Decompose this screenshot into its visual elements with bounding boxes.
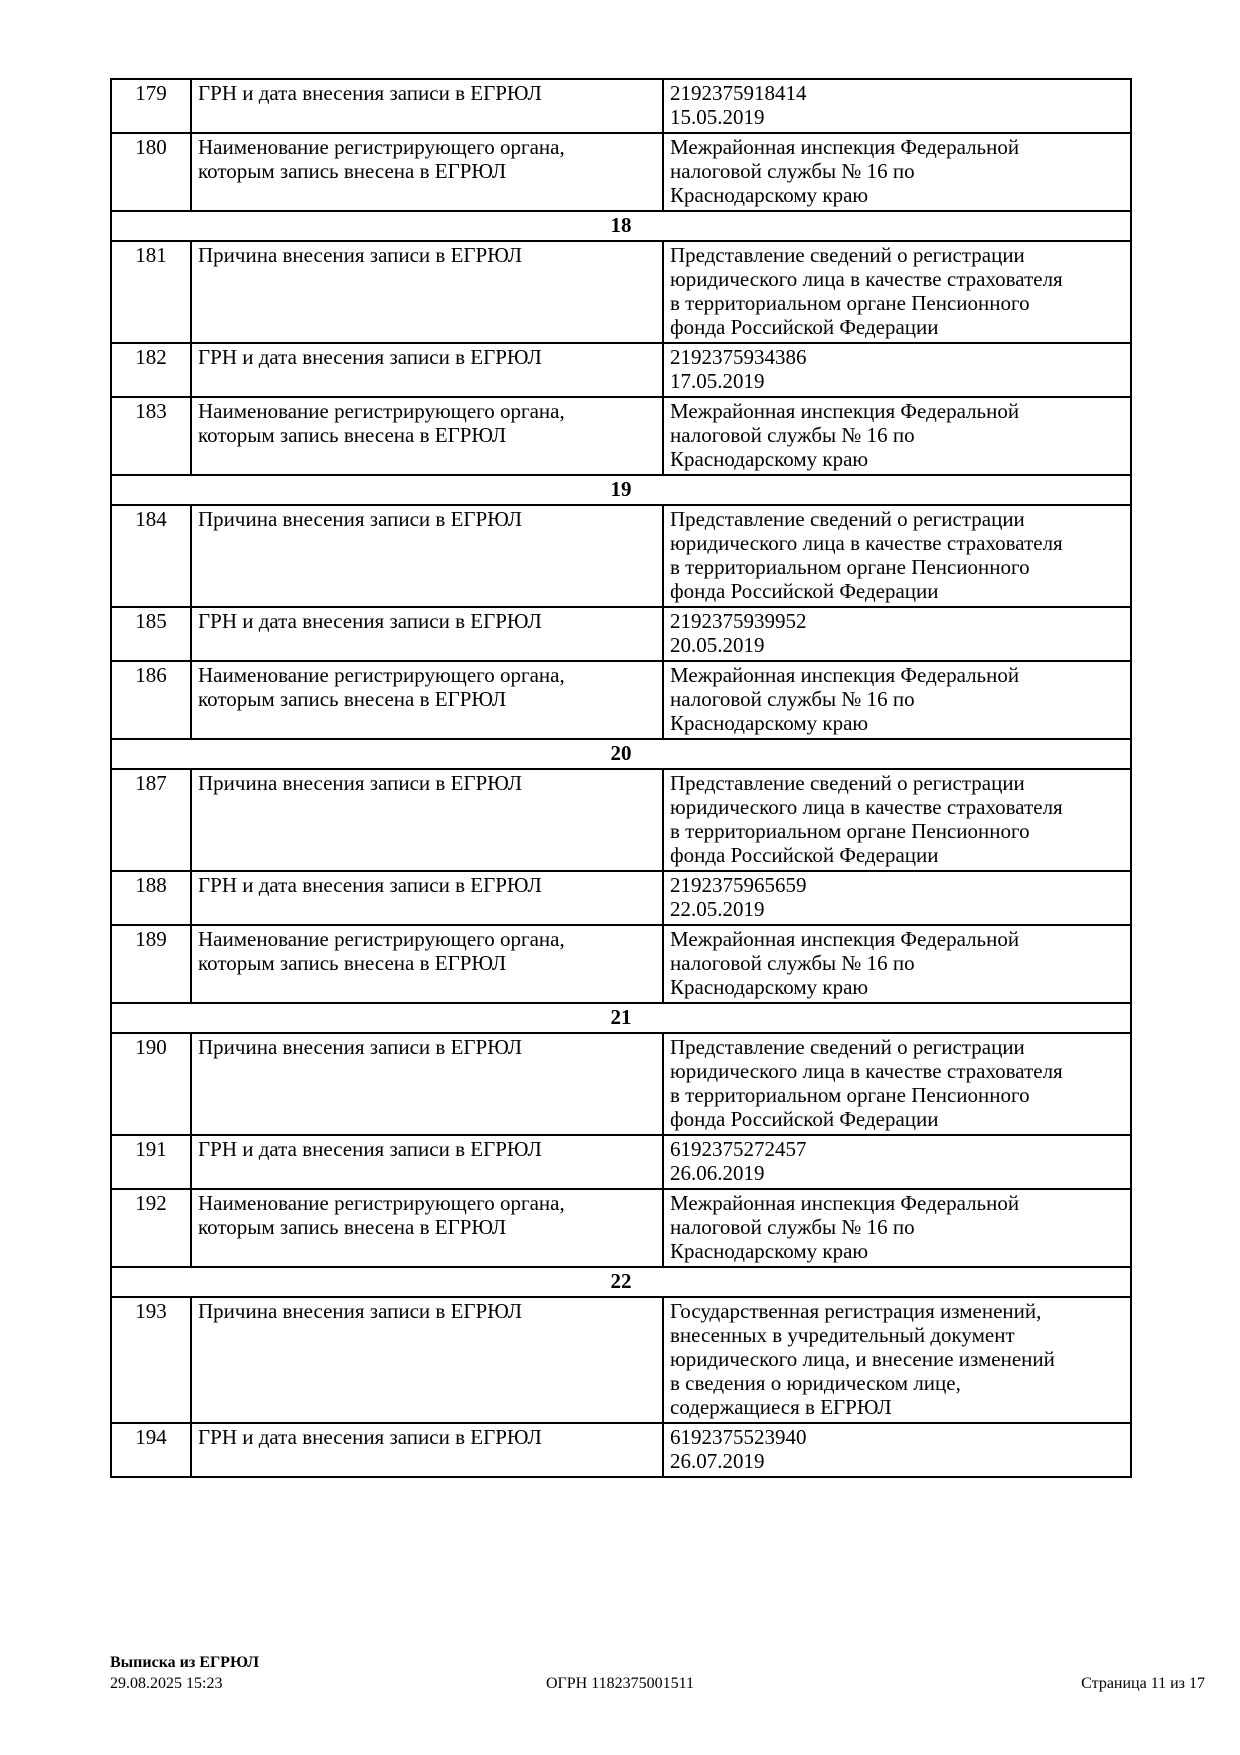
row-label: Наименование регистрирующего органа, кот… [190,924,664,1004]
table-row: 179 ГРН и дата внесения записи в ЕГРЮЛ 2… [110,78,1132,134]
row-number: 186 [110,660,192,740]
footer-ogrn: ОГРН 1182375001511 [545,1675,695,1692]
row-number: 182 [110,342,192,398]
section-number: 19 [110,474,1132,506]
row-number: 192 [110,1188,192,1268]
egrul-records-table: 179 ГРН и дата внесения записи в ЕГРЮЛ 2… [110,78,1132,1478]
row-value: Государственная регистрация изменений, в… [662,1296,1132,1424]
table-row: 192 Наименование регистрирующего органа,… [110,1188,1132,1268]
row-value: Межрайонная инспекция Федеральной налого… [662,924,1132,1004]
footer-page-number: Страница 11 из 17 [1081,1675,1205,1692]
section-row: 19 [110,474,1132,506]
row-label: Наименование регистрирующего органа, кот… [190,660,664,740]
row-value: Межрайонная инспекция Федеральной налого… [662,1188,1132,1268]
row-number: 191 [110,1134,192,1190]
row-label: Причина внесения записи в ЕГРЮЛ [190,1296,664,1424]
row-value: Межрайонная инспекция Федеральной налого… [662,660,1132,740]
row-value: 2192375918414 15.05.2019 [662,78,1132,134]
row-number: 179 [110,78,192,134]
row-label: Наименование регистрирующего органа, кот… [190,1188,664,1268]
section-number: 22 [110,1266,1132,1298]
row-number: 190 [110,1032,192,1136]
row-number: 180 [110,132,192,212]
table-row: 193 Причина внесения записи в ЕГРЮЛ Госу… [110,1296,1132,1424]
section-number: 18 [110,210,1132,242]
table-row: 188 ГРН и дата внесения записи в ЕГРЮЛ 2… [110,870,1132,926]
row-label: ГРН и дата внесения записи в ЕГРЮЛ [190,1422,664,1478]
section-number: 20 [110,738,1132,770]
table-row: 185 ГРН и дата внесения записи в ЕГРЮЛ 2… [110,606,1132,662]
row-value: 2192375934386 17.05.2019 [662,342,1132,398]
footer-datetime: 29.08.2025 15:23 [110,1675,223,1692]
row-number: 188 [110,870,192,926]
section-row: 21 [110,1002,1132,1034]
table-row: 182 ГРН и дата внесения записи в ЕГРЮЛ 2… [110,342,1132,398]
row-number: 187 [110,768,192,872]
row-label: ГРН и дата внесения записи в ЕГРЮЛ [190,606,664,662]
row-label: ГРН и дата внесения записи в ЕГРЮЛ [190,1134,664,1190]
row-label: Причина внесения записи в ЕГРЮЛ [190,1032,664,1136]
row-label: Причина внесения записи в ЕГРЮЛ [190,240,664,344]
row-value: Представление сведений о регистрации юри… [662,768,1132,872]
row-number: 189 [110,924,192,1004]
row-number: 184 [110,504,192,608]
table-row: 183 Наименование регистрирующего органа,… [110,396,1132,476]
section-number: 21 [110,1002,1132,1034]
row-value: 2192375939952 20.05.2019 [662,606,1132,662]
table-row: 194 ГРН и дата внесения записи в ЕГРЮЛ 6… [110,1422,1132,1478]
table-row: 187 Причина внесения записи в ЕГРЮЛ Пред… [110,768,1132,872]
table-row: 180 Наименование регистрирующего органа,… [110,132,1132,212]
row-number: 185 [110,606,192,662]
section-row: 22 [110,1266,1132,1298]
table-row: 189 Наименование регистрирующего органа,… [110,924,1132,1004]
row-value: Представление сведений о регистрации юри… [662,1032,1132,1136]
row-label: Причина внесения записи в ЕГРЮЛ [190,504,664,608]
row-label: Наименование регистрирующего органа, кот… [190,396,664,476]
table-row: 191 ГРН и дата внесения записи в ЕГРЮЛ 6… [110,1134,1132,1190]
row-value: Межрайонная инспекция Федеральной налого… [662,396,1132,476]
row-number: 183 [110,396,192,476]
row-label: Причина внесения записи в ЕГРЮЛ [190,768,664,872]
table-row: 186 Наименование регистрирующего органа,… [110,660,1132,740]
section-row: 20 [110,738,1132,770]
row-label: ГРН и дата внесения записи в ЕГРЮЛ [190,870,664,926]
row-number: 181 [110,240,192,344]
document-title: Выписка из ЕГРЮЛ [110,1654,260,1671]
row-number: 193 [110,1296,192,1424]
row-number: 194 [110,1422,192,1478]
row-value: 6192375272457 26.06.2019 [662,1134,1132,1190]
row-value: 6192375523940 26.07.2019 [662,1422,1132,1478]
row-value: Представление сведений о регистрации юри… [662,504,1132,608]
row-value: Представление сведений о регистрации юри… [662,240,1132,344]
table-row: 190 Причина внесения записи в ЕГРЮЛ Пред… [110,1032,1132,1136]
table-row: 181 Причина внесения записи в ЕГРЮЛ Пред… [110,240,1132,344]
table-row: 184 Причина внесения записи в ЕГРЮЛ Пред… [110,504,1132,608]
row-value: 2192375965659 22.05.2019 [662,870,1132,926]
row-label: ГРН и дата внесения записи в ЕГРЮЛ [190,342,664,398]
row-label: Наименование регистрирующего органа, кот… [190,132,664,212]
egrul-table-body: 179 ГРН и дата внесения записи в ЕГРЮЛ 2… [110,78,1132,1478]
footer-left-block: Выписка из ЕГРЮЛ 29.08.2025 15:23 [110,1652,259,1694]
row-label: ГРН и дата внесения записи в ЕГРЮЛ [190,78,664,134]
row-value: Межрайонная инспекция Федеральной налого… [662,132,1132,212]
section-row: 18 [110,210,1132,242]
egrul-table-container: 179 ГРН и дата внесения записи в ЕГРЮЛ 2… [110,78,1132,1478]
